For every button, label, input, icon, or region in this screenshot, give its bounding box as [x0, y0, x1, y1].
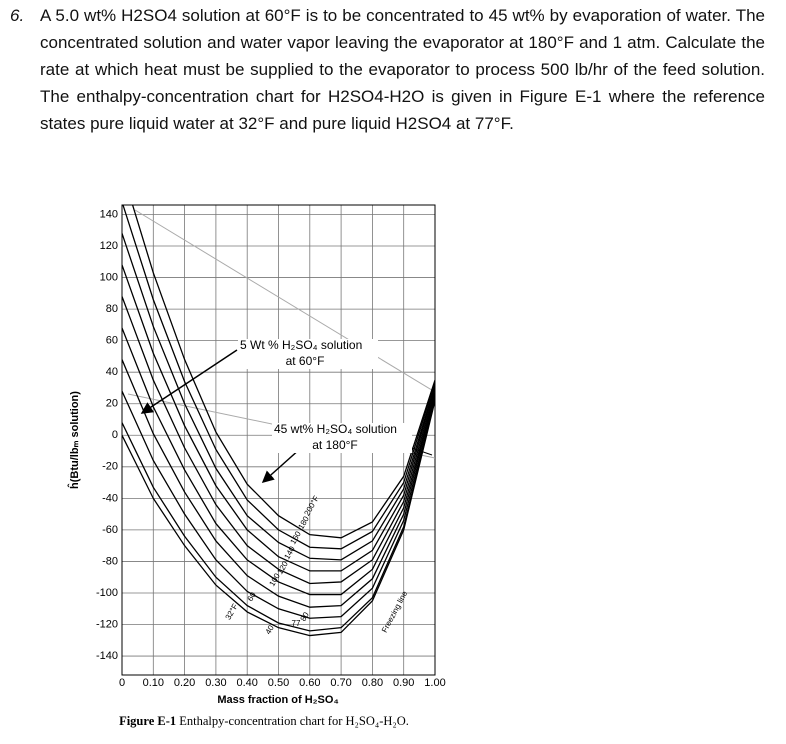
isotherm [122, 400, 435, 637]
y-tick-label: -40 [102, 492, 118, 504]
x-tick-label: 1.00 [424, 677, 445, 689]
plot-frame [121, 204, 436, 676]
x-tick-label: 0.90 [393, 677, 414, 689]
isotherm [122, 359, 435, 608]
x-tick-label: 0.50 [268, 677, 289, 689]
y-tick-label: 140 [100, 208, 118, 220]
label-bg [272, 423, 412, 453]
caption-label: Figure E-1 [119, 714, 176, 728]
isotherm [122, 264, 435, 572]
curve-label: 32°F [224, 602, 240, 621]
annotation: 77 [292, 619, 301, 628]
y-tick-label: -100 [96, 587, 118, 599]
isotherm [131, 205, 435, 539]
annotation: 5 Wt % H₂SO₄ solution [240, 338, 362, 352]
annotation: at 60°F [286, 354, 325, 368]
y-axis-label: ĥ(Btu/lbₘ solution) [67, 391, 81, 489]
isotherm [122, 205, 435, 550]
arrow [140, 349, 238, 414]
isotherm [122, 233, 435, 561]
y-tick-label: 20 [106, 398, 118, 410]
isotherm [122, 390, 435, 619]
x-tick-label: 0.20 [174, 677, 195, 689]
y-tick-label: 0 [112, 429, 118, 441]
x-tick-label: 0.10 [143, 677, 164, 689]
x-tick-label: 0.70 [330, 677, 351, 689]
annotation: 45 wt% H₂SO₄ solution [274, 422, 397, 436]
problem-text: A 5.0 wt% H2SO4 solution at 60°F is to b… [40, 6, 765, 133]
problem-number: 6. [10, 6, 25, 25]
caption: Figure E-1 Enthalpy-concentration chart … [119, 714, 409, 728]
y-tick-label: -140 [96, 650, 118, 662]
y-tick-label: 100 [100, 271, 118, 283]
x-axis-label: Mass fraction of H₂SO₄ [217, 694, 338, 706]
x-tick-label: 0.60 [299, 677, 320, 689]
label-bg [238, 339, 378, 369]
y-tick-label: 80 [106, 303, 118, 315]
curve-label: 160 [288, 529, 303, 546]
y-tick-label: -60 [102, 524, 118, 536]
y-tick-label: 120 [100, 240, 118, 252]
annotation: at 180°F [312, 438, 358, 452]
curve-label: 140 [282, 544, 297, 561]
x-tick-label: 0.80 [362, 677, 383, 689]
annotation: Freezing line [380, 589, 410, 634]
y-tick-label: 60 [106, 335, 118, 347]
x-tick-label: 0.30 [205, 677, 226, 689]
problem: 6. A 5.0 wt% H2SO4 solution at 60°F is t… [10, 2, 765, 137]
isotherm [122, 296, 435, 585]
curve-label: 200°F [302, 494, 321, 517]
y-tick-label: 40 [106, 366, 118, 378]
caption-text: Enthalpy-concentration chart for H₂SO₄-H… [179, 714, 409, 728]
y-tick-label: -20 [102, 461, 118, 473]
x-tick-label: 0 [119, 677, 125, 689]
isotherm [122, 398, 435, 632]
x-tick-label: 0.40 [236, 677, 257, 689]
tie-line [134, 209, 435, 393]
y-tick-label: -120 [96, 618, 118, 630]
isotherm [122, 327, 435, 596]
y-tick-label: -80 [102, 555, 118, 567]
